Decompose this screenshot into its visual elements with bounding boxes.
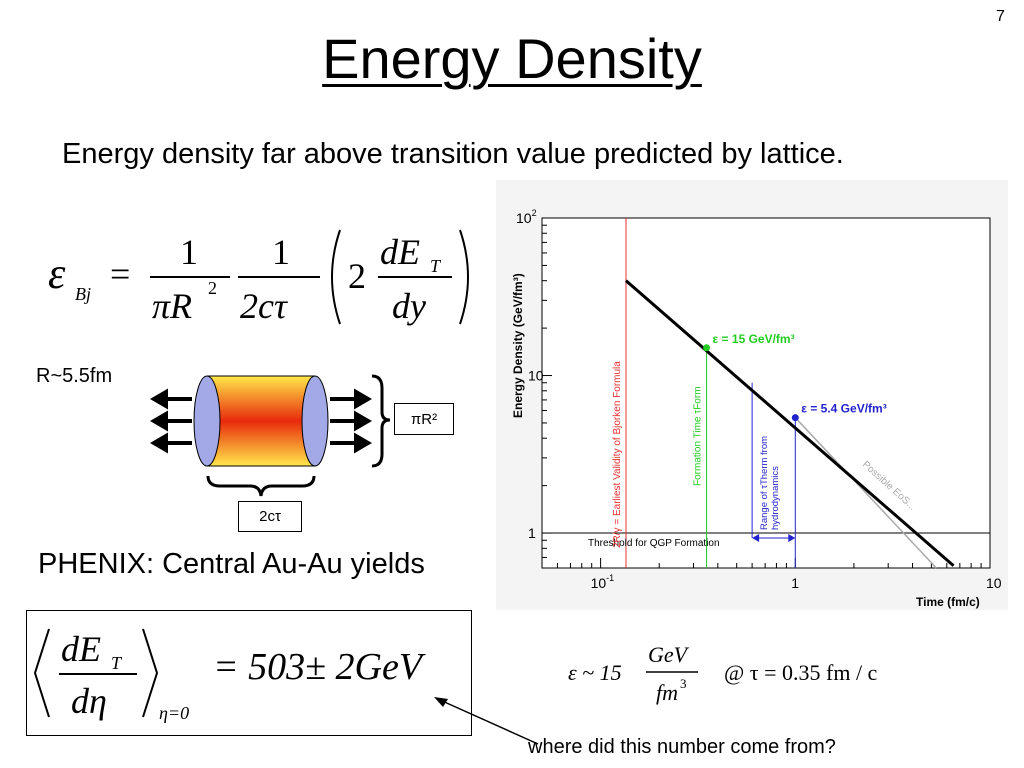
energy-density-chart: 10-1 1 10 1 10 102 Time (fm/c) Energy Density (… (496, 180, 1008, 610)
phenix-text: PHENIX: Central Au-Au yields (38, 548, 425, 580)
eq-epsilon: ε (48, 249, 66, 298)
annotation-point (703, 344, 711, 352)
eps-at: @ τ = 0.35 fm / c (724, 660, 878, 685)
x-tick-label: 1 (791, 575, 799, 591)
bottom-curly-brace (206, 475, 316, 497)
hydro-range-label-2: hydrodynamics (770, 466, 781, 530)
energy-density-curve (624, 279, 955, 567)
slide-title: Energy Density (0, 26, 1024, 92)
epsilon-estimate: ε ~ 15 GeV fm 3 @ τ = 0.35 fm / c (568, 642, 878, 705)
right-angle-bracket (142, 628, 159, 718)
radius-label: R~5.5fm (36, 365, 113, 387)
y-tick-label: 1 (528, 525, 536, 541)
left-paren (331, 229, 341, 325)
eq2-de: dE (61, 629, 101, 669)
eq-two: 2 (348, 256, 366, 296)
eq-sup-2: 2 (208, 278, 217, 298)
annotation-label: ε = 15 GeV/fm³ (713, 332, 795, 346)
det-deta-box: dE T dη η=0 = 503± 2GeV (26, 610, 472, 736)
eq2-deta: dη (71, 681, 107, 721)
eq-two-ctau: 2cτ (240, 286, 288, 326)
question-arrow (434, 697, 539, 745)
y-axis-label: Energy Density (GeV/fm³) (511, 273, 525, 418)
cylinder-left-cap (193, 375, 221, 467)
right-arrows (330, 388, 372, 454)
eq-sub-t: T (430, 256, 442, 276)
eps-fm: fm (656, 680, 678, 705)
left-arrows (150, 388, 192, 454)
left-angle-bracket (33, 628, 50, 718)
y-tick-label: 10 (528, 368, 544, 384)
eq-one-a: 1 (180, 232, 198, 272)
threshold-label: Threshold for QGP Formation (588, 538, 720, 549)
collision-cylinder-diagram (150, 374, 391, 497)
plot-area (541, 217, 991, 569)
x-axis-label: Time (fm/c) (916, 595, 980, 609)
annotation-label: ε = 5.4 GeV/fm³ (801, 402, 886, 416)
eq-pi-r: πR (152, 286, 192, 326)
possible-eos-curve (794, 417, 937, 569)
slide-subtitle: Energy density far above transition valu… (62, 138, 844, 170)
eq2-condition: η=0 (159, 703, 189, 723)
two-c-tau-label: 2cτ (238, 501, 302, 532)
bjorken-validity-label: 2R/γ = Earliest Validity of Bjorken Form… (612, 361, 623, 548)
right-curly-brace (371, 374, 391, 468)
question-text: where did this number come from? (528, 736, 836, 758)
cylinder-body (207, 376, 315, 466)
eps-gev: GeV (648, 642, 690, 667)
slide-number: 7 (996, 8, 1005, 25)
right-paren (459, 229, 469, 325)
hydro-range-arrowhead-left (752, 534, 760, 542)
eq2-result: = 503± 2GeV (213, 646, 426, 688)
eps-lhs: ε ~ 15 (568, 660, 622, 685)
eq-sub-bj: Bj (75, 284, 91, 304)
slide-title-text: Energy Density (322, 27, 702, 90)
eq-one-b: 1 (272, 232, 290, 272)
eq2-sub-t: T (111, 653, 123, 673)
cylinder-right-cap (301, 375, 329, 467)
annotation-point (791, 414, 799, 422)
det-deta-equation: dE T dη η=0 = 503± 2GeV (33, 628, 426, 723)
hydro-range-label-1: Range of τTherm from (759, 436, 770, 530)
x-tick-label: 10-1 (591, 573, 615, 591)
hydro-range-arrowhead-right (788, 534, 796, 542)
x-tick-label: 10 (986, 575, 1002, 591)
eq-de: dE (380, 232, 420, 272)
pi-r-squared-label: πR² (394, 403, 454, 435)
y-tick-label: 102 (516, 208, 537, 226)
eq-equals: = (110, 254, 130, 294)
formation-time-label: Formation Time τForm (693, 386, 704, 486)
bjorken-equation: ε Bj = 1 πR 2 1 2cτ 2 dE T dy (48, 229, 469, 326)
eps-sup-3: 3 (680, 676, 687, 691)
eq-dy: dy (392, 286, 426, 326)
